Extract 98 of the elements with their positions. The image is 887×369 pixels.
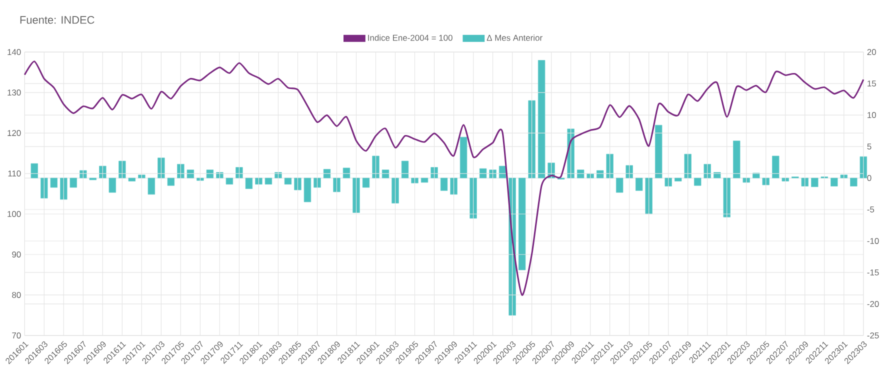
y2-tick-label: 20 <box>867 48 876 55</box>
bar <box>762 178 770 186</box>
bar <box>723 178 730 218</box>
bar <box>460 136 468 178</box>
bar <box>60 178 68 200</box>
bar <box>450 178 458 194</box>
bar <box>840 174 848 178</box>
bar <box>704 164 711 178</box>
y2-tick-label: 15 <box>868 80 876 86</box>
bar <box>674 178 682 182</box>
bar <box>616 178 624 193</box>
bar <box>362 178 370 188</box>
bar <box>733 140 740 178</box>
bar <box>352 178 360 213</box>
bar <box>518 178 526 270</box>
y2-tick-label: 0 <box>867 174 872 181</box>
bar <box>382 169 390 178</box>
bar <box>635 178 643 191</box>
bar <box>645 178 652 214</box>
bar <box>470 178 477 218</box>
bar <box>206 169 214 178</box>
y2-tick-label: -25 <box>867 332 879 338</box>
bar <box>596 170 604 178</box>
bar <box>654 124 662 178</box>
bar <box>245 178 253 189</box>
bar <box>158 158 165 178</box>
bar <box>294 178 302 190</box>
bar <box>177 164 184 178</box>
y2-tick-label: 5 <box>867 143 872 150</box>
source-note: Fuente: INDEC <box>20 16 94 24</box>
bar <box>606 154 614 178</box>
bar <box>489 169 496 178</box>
y-tick-label: 140 <box>8 48 21 55</box>
y-tick-label: 100 <box>8 210 21 217</box>
y-tick-label: 80 <box>12 292 21 298</box>
bar <box>850 178 858 186</box>
bar <box>830 178 838 186</box>
bar <box>342 168 350 178</box>
bar <box>264 178 272 184</box>
bar <box>40 178 48 198</box>
bar <box>586 173 594 178</box>
bar <box>80 170 87 178</box>
legend-label: Δ Mes Anterior <box>486 34 542 41</box>
bar <box>811 178 818 187</box>
bar <box>392 178 399 204</box>
bar <box>430 166 438 178</box>
y-tick-label: 90 <box>12 251 21 258</box>
bar <box>148 178 156 194</box>
bar <box>284 178 292 184</box>
bar <box>314 178 321 188</box>
bar <box>420 178 428 182</box>
bar <box>714 172 721 178</box>
bar <box>684 154 692 178</box>
bar <box>772 156 780 178</box>
bar <box>372 156 380 178</box>
bar <box>236 166 243 178</box>
y-tick-label: 110 <box>8 170 21 176</box>
bar <box>99 166 106 178</box>
y-tick-label: 120 <box>8 130 21 136</box>
bar <box>30 163 38 178</box>
bar <box>108 178 116 193</box>
bar <box>538 60 546 178</box>
bar <box>304 178 312 202</box>
line-series <box>24 60 864 296</box>
bar <box>186 169 194 178</box>
bar <box>167 178 175 186</box>
bar <box>742 178 750 182</box>
bar <box>694 178 702 186</box>
y2-tick-label: -5 <box>867 206 874 212</box>
legend-label: Indice Ene-2004 = 100 <box>368 34 452 41</box>
y2-tick-label: -15 <box>867 269 879 276</box>
bar <box>498 166 506 178</box>
y-tick-label: 130 <box>8 89 21 96</box>
bar <box>664 178 672 186</box>
y-tick-label: 70 <box>12 332 21 338</box>
bar <box>118 160 126 178</box>
bar <box>801 178 809 186</box>
bar <box>401 160 409 178</box>
y2-tick-label: -20 <box>867 300 879 307</box>
bar <box>752 172 760 178</box>
bar <box>138 174 146 178</box>
y2-tick-label: 10 <box>868 112 876 118</box>
bar <box>576 169 584 178</box>
bar <box>255 178 262 184</box>
bar <box>479 168 487 178</box>
bar <box>528 100 536 178</box>
bar <box>128 178 136 182</box>
bar <box>50 178 58 188</box>
bar <box>226 178 234 184</box>
y2-tick-label: -10 <box>867 238 879 244</box>
bar <box>860 156 868 178</box>
bar <box>440 178 448 191</box>
bar <box>196 178 204 181</box>
bar <box>333 178 340 192</box>
bar <box>782 178 790 182</box>
bar <box>626 165 633 178</box>
bar <box>70 178 78 188</box>
bar <box>411 178 418 184</box>
